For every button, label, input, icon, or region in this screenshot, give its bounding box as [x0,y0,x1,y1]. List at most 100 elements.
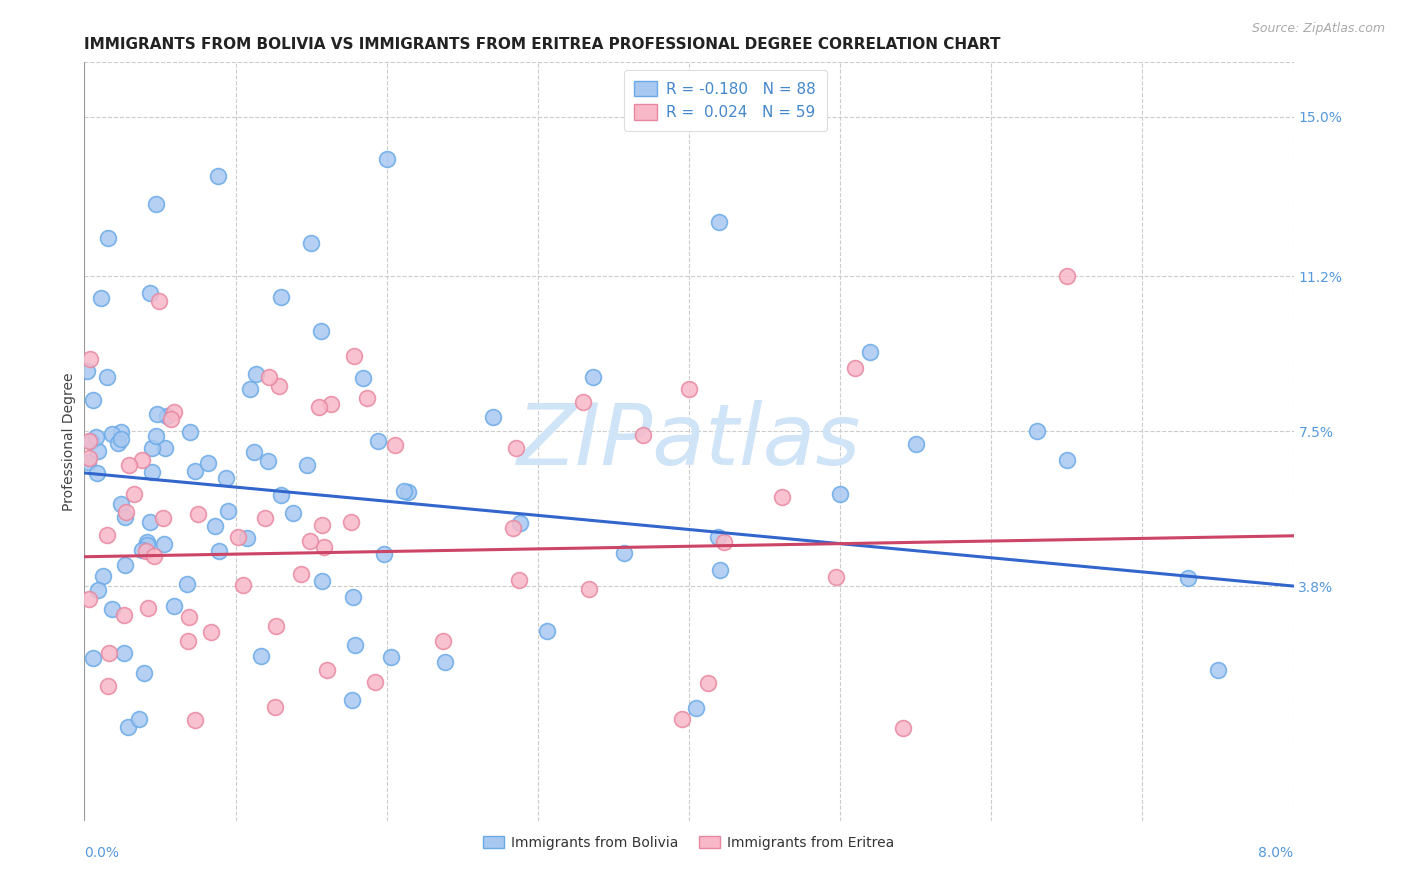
Point [77,455,100,469]
Point [207,169,229,183]
Point [613,546,636,560]
Point [239,382,262,396]
Point [200,624,222,639]
Point [101,602,124,616]
Point [245,367,267,381]
Point [107,436,129,450]
Point [162,405,184,419]
Point [270,488,292,502]
Point [367,434,389,449]
Text: IMMIGRANTS FROM BOLIVIA VS IMMIGRANTS FROM ERITREA PROFESSIONAL DEGREE CORRELATI: IMMIGRANTS FROM BOLIVIA VS IMMIGRANTS FR… [84,37,1001,52]
Point [311,574,333,588]
Point [283,506,305,520]
Point [352,370,374,384]
Point [373,547,395,561]
Point [135,544,157,558]
Point [96,369,118,384]
Point [112,646,135,660]
Point [321,397,343,411]
Point [117,458,139,472]
Point [232,578,254,592]
Point [250,648,273,663]
Point [87,444,110,458]
Point [299,534,322,549]
Point [77,450,100,465]
Point [145,429,167,443]
Point [572,394,595,409]
Point [582,370,605,384]
Point [482,409,505,424]
Point [257,454,280,468]
Point [709,214,731,228]
Point [830,487,852,501]
Point [312,540,335,554]
Point [299,235,322,250]
Point [509,516,531,531]
Point [257,370,280,384]
Point [269,379,291,393]
Y-axis label: Professional Degree: Professional Degree [62,372,76,511]
Point [505,441,527,455]
Point [859,345,882,359]
Point [128,712,150,726]
Point [110,497,132,511]
Point [77,592,100,607]
Point [208,543,231,558]
Point [139,286,162,301]
Point [82,650,104,665]
Text: 0.0%: 0.0% [84,846,120,860]
Point [79,352,101,367]
Point [179,425,201,439]
Point [96,679,118,693]
Point [153,537,176,551]
Point [1056,453,1078,467]
Point [311,517,333,532]
Point [270,290,292,304]
Point [342,590,364,604]
Point [162,599,184,613]
Point [904,436,927,450]
Point [770,490,793,504]
Point [697,676,720,690]
Point [264,619,287,633]
Point [136,538,159,552]
Point [217,503,239,517]
Point [685,701,707,715]
Point [139,515,162,529]
Point [153,441,176,455]
Point [631,428,654,442]
Point [343,638,366,652]
Point [384,438,406,452]
Point [82,392,104,407]
Point [396,485,419,500]
Point [84,430,107,444]
Point [110,425,132,439]
Text: 8.0%: 8.0% [1258,846,1294,860]
Point [204,519,226,533]
Point [122,487,145,501]
Text: ZIPatlas: ZIPatlas [517,400,860,483]
Point [709,563,731,577]
Point [145,197,167,211]
Point [131,453,153,467]
Point [290,567,312,582]
Point [340,693,363,707]
Point [90,291,112,305]
Point [114,558,136,572]
Point [183,713,205,727]
Point [380,649,402,664]
Point [844,360,866,375]
Legend: Immigrants from Bolivia, Immigrants from Eritrea: Immigrants from Bolivia, Immigrants from… [478,830,900,855]
Point [187,507,209,521]
Point [1025,424,1047,438]
Point [197,456,219,470]
Point [432,634,454,648]
Point [502,521,524,535]
Point [91,568,114,582]
Point [146,407,169,421]
Point [135,535,157,549]
Point [143,549,166,563]
Point [308,400,330,414]
Point [316,663,339,677]
Point [141,441,163,455]
